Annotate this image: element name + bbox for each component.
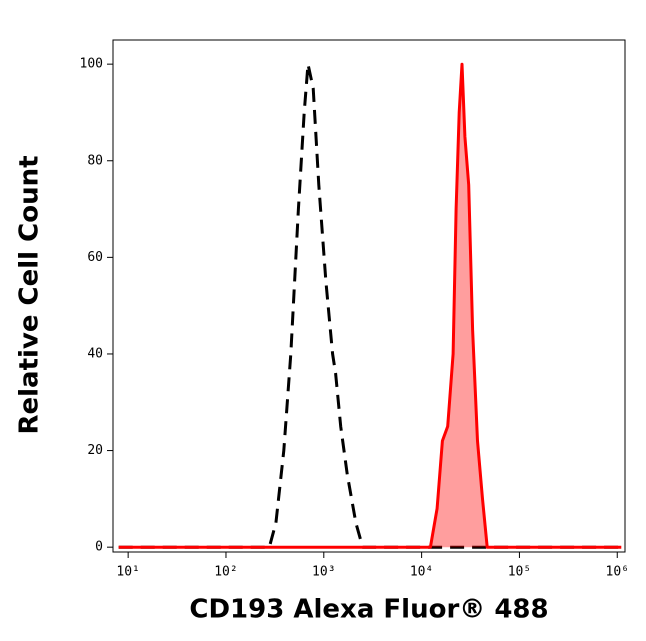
x-tick-label: 10⁵ [508,565,531,580]
series-area [118,64,622,548]
series-line [118,62,622,549]
x-axis-title: CD193 Alexa Fluor® 488 [189,595,548,625]
y-tick-label: 80 [87,153,103,168]
y-tick-label: 100 [80,57,103,72]
plot-frame [112,39,626,553]
y-tick-label: 60 [87,250,103,265]
y-tick-label: 40 [87,346,103,361]
y-tick-label: 20 [87,443,103,458]
y-axis-title: Relative Cell Count [15,155,45,434]
x-tick-label: 10⁶ [606,565,629,580]
x-tick-label: 10² [214,565,237,580]
series-line [118,62,622,549]
y-tick-label: 0 [95,540,103,555]
x-tick-label: 10³ [312,565,335,580]
x-tick-label: 10⁴ [410,565,433,580]
x-tick-label: 10¹ [116,565,139,580]
